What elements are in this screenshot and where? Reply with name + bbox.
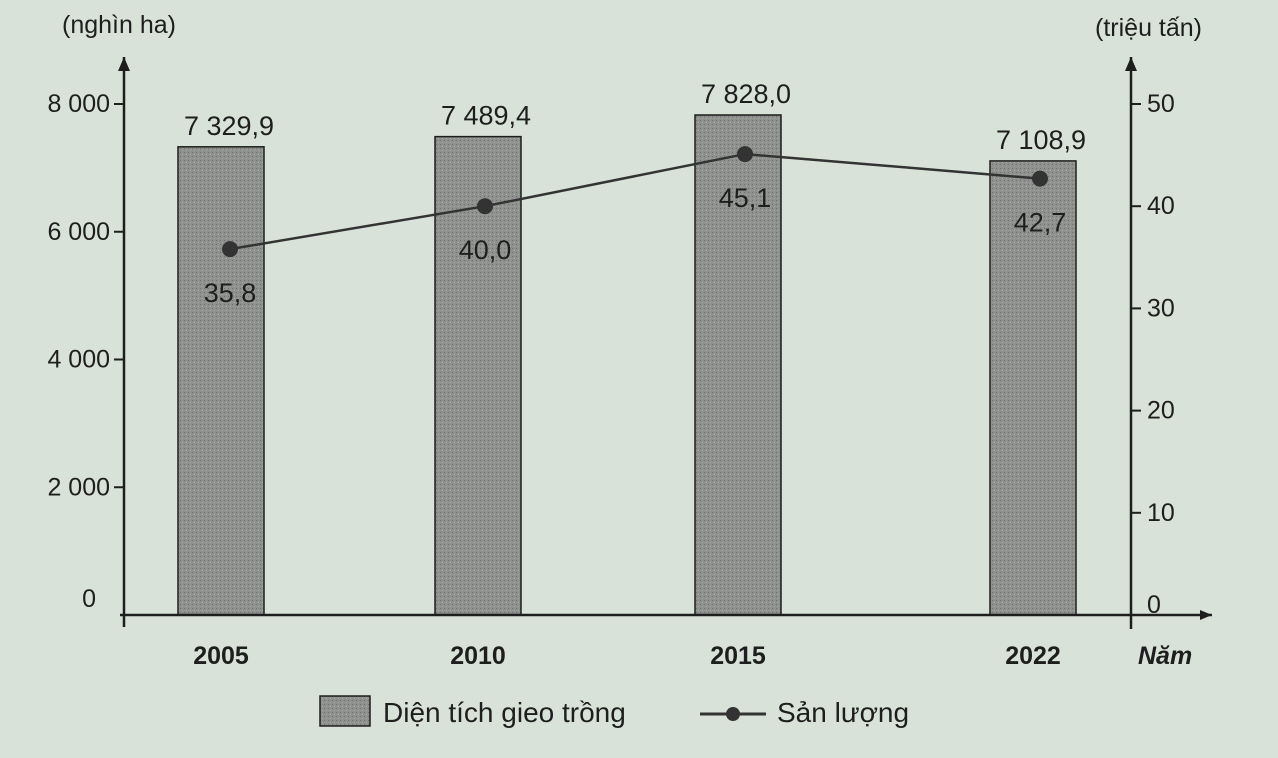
line-point-2005 xyxy=(222,241,238,258)
left-tick-label-8000: 8 000 xyxy=(47,90,110,118)
right-axis-unit: (triệu tấn) xyxy=(1095,14,1202,42)
bar-2015 xyxy=(694,114,782,616)
left-axis-arrow xyxy=(118,57,130,71)
x-axis-label: Năm xyxy=(1138,642,1192,670)
line-point-2022 xyxy=(1032,170,1048,187)
line-value-label-2010: 40,0 xyxy=(459,235,512,265)
left-tick-label-0: 0 xyxy=(82,585,96,613)
bar-value-label-2015: 7 828,0 xyxy=(701,79,791,109)
line-value-label-2022: 42,7 xyxy=(1014,208,1067,238)
bar-value-label-2005: 7 329,9 xyxy=(184,111,274,141)
line-value-label-2015: 45,1 xyxy=(719,183,772,213)
legend-bar-label: Diện tích gieo trồng xyxy=(383,697,626,728)
line-path xyxy=(229,152,1041,251)
bar-value-label-2022: 7 108,9 xyxy=(996,125,1086,155)
axes: 0 2 000 4 000 6 000 8 000 0 10 20 30 40 50 2005 2010… xyxy=(47,57,1212,670)
legend-line-marker xyxy=(726,707,740,721)
bar-series xyxy=(177,114,1077,616)
x-tick-label-2005: 2005 xyxy=(193,642,249,670)
legend-bar-swatch xyxy=(319,695,371,727)
line-point-2015 xyxy=(737,146,753,163)
line-point-2010 xyxy=(477,198,493,215)
x-tick-label-2015: 2015 xyxy=(710,642,766,670)
bar-2005 xyxy=(177,146,265,616)
bar-2022 xyxy=(989,160,1077,616)
right-tick-label-40: 40 xyxy=(1147,192,1175,220)
x-axis-arrow xyxy=(1200,610,1212,620)
data-labels: 7 329,9 7 489,4 7 828,0 7 108,9 35,8 40,0 45,1… xyxy=(184,79,1086,308)
left-tick-label-2000: 2 000 xyxy=(47,473,110,501)
left-tick-label-4000: 4 000 xyxy=(47,346,110,374)
right-tick-label-30: 30 xyxy=(1147,294,1175,322)
bar-value-label-2010: 7 489,4 xyxy=(441,101,531,131)
legend: Diện tích gieo trồng Sản lượng xyxy=(319,695,909,728)
legend-line-label: Sản lượng xyxy=(777,697,909,728)
right-tick-label-20: 20 xyxy=(1147,397,1175,425)
x-tick-label-2010: 2010 xyxy=(450,642,506,670)
right-tick-label-10: 10 xyxy=(1147,499,1175,527)
bar-2010 xyxy=(434,135,522,616)
line-value-label-2005: 35,8 xyxy=(204,278,257,308)
line-series xyxy=(222,146,1048,258)
left-axis-unit: (nghìn ha) xyxy=(62,11,176,39)
right-tick-label-50: 50 xyxy=(1147,90,1175,118)
x-tick-label-2022: 2022 xyxy=(1005,642,1061,670)
left-tick-label-6000: 6 000 xyxy=(47,218,110,246)
right-tick-label-0: 0 xyxy=(1147,591,1161,619)
right-axis-arrow xyxy=(1125,57,1137,71)
